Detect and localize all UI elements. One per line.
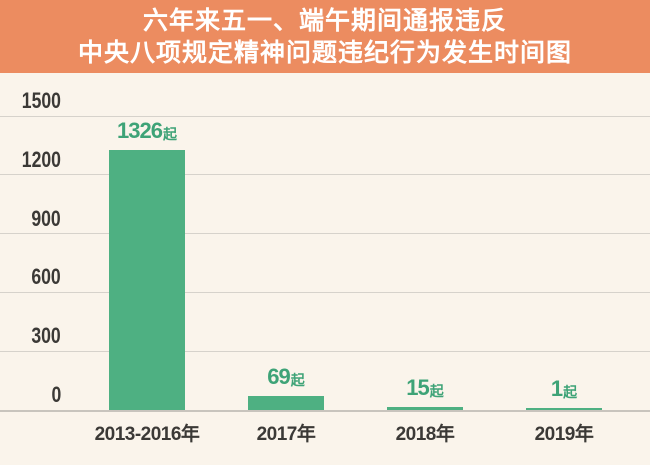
y-axis-tick-text: 600 <box>31 264 61 290</box>
bar-value-number: 1 <box>550 376 563 401</box>
bar-value-label: 69 起 <box>206 364 366 389</box>
bar-value-unit: 起 <box>429 383 444 399</box>
bar-2019年 <box>526 408 602 410</box>
gridline <box>0 174 650 176</box>
bar-2017年 <box>248 396 324 410</box>
y-axis-tick-text: 300 <box>31 323 61 349</box>
x-axis-category-label: 2017年 <box>256 424 316 445</box>
bar-value-unit: 起 <box>290 372 305 388</box>
bar-value-label: 1326 起 <box>67 118 227 143</box>
x-axis-category-label: 2019年 <box>534 424 594 445</box>
bar-2018年 <box>387 407 463 410</box>
y-axis-tick-text: 1200 <box>21 146 61 172</box>
bar-value-number: 69 <box>267 364 291 389</box>
y-axis-tick-label: 0 <box>0 382 61 407</box>
y-axis-tick-text: 1500 <box>21 88 61 113</box>
bar-value-number: 15 <box>406 375 430 400</box>
gridline <box>0 233 650 235</box>
y-axis-tick-label: 600 <box>0 264 61 290</box>
x-axis-line <box>0 410 650 412</box>
gridline <box>0 350 650 352</box>
bar-value-number: 1326 <box>117 118 163 143</box>
chart-title-line-2: 中央八项规定精神问题违纪行为发生时间图 <box>77 38 572 67</box>
y-axis-tick-label: 300 <box>0 323 61 349</box>
x-axis-category-label: 2018年 <box>395 424 455 445</box>
gridline <box>0 291 650 293</box>
x-axis-category-label: 2013-2016年 <box>94 424 200 445</box>
bar-value-unit: 起 <box>563 384 578 400</box>
chart-title-banner: 六年来五一、端午期间通报违反 中央八项规定精神问题违纪行为发生时间图 <box>0 0 650 73</box>
y-axis-tick-text: 0 <box>51 382 61 407</box>
chart-title-line-1: 六年来五一、端午期间通报违反 <box>142 6 507 35</box>
y-axis-tick-label: 900 <box>0 205 61 231</box>
y-axis-tick-text: 900 <box>31 205 61 231</box>
y-axis-tick-label: 1200 <box>0 146 61 172</box>
bar-value-label: 15 起 <box>345 375 505 400</box>
bar-2013-2016年 <box>109 150 185 410</box>
gridline <box>0 115 650 117</box>
bar-value-unit: 起 <box>162 126 177 142</box>
y-axis-tick-label: 1500 <box>0 88 61 113</box>
bar-chart: 0 300 600 900 1200 1500 1326 起 2013-2016年 69 起 2017… <box>0 73 650 465</box>
